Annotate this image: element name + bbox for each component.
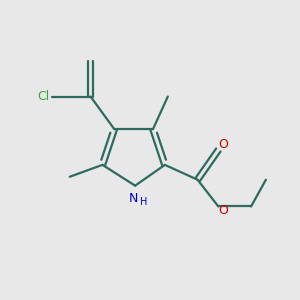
Text: Cl: Cl: [38, 90, 50, 103]
Text: O: O: [218, 138, 228, 151]
Text: N: N: [129, 192, 138, 205]
Text: O: O: [218, 203, 228, 217]
Text: H: H: [140, 197, 147, 207]
